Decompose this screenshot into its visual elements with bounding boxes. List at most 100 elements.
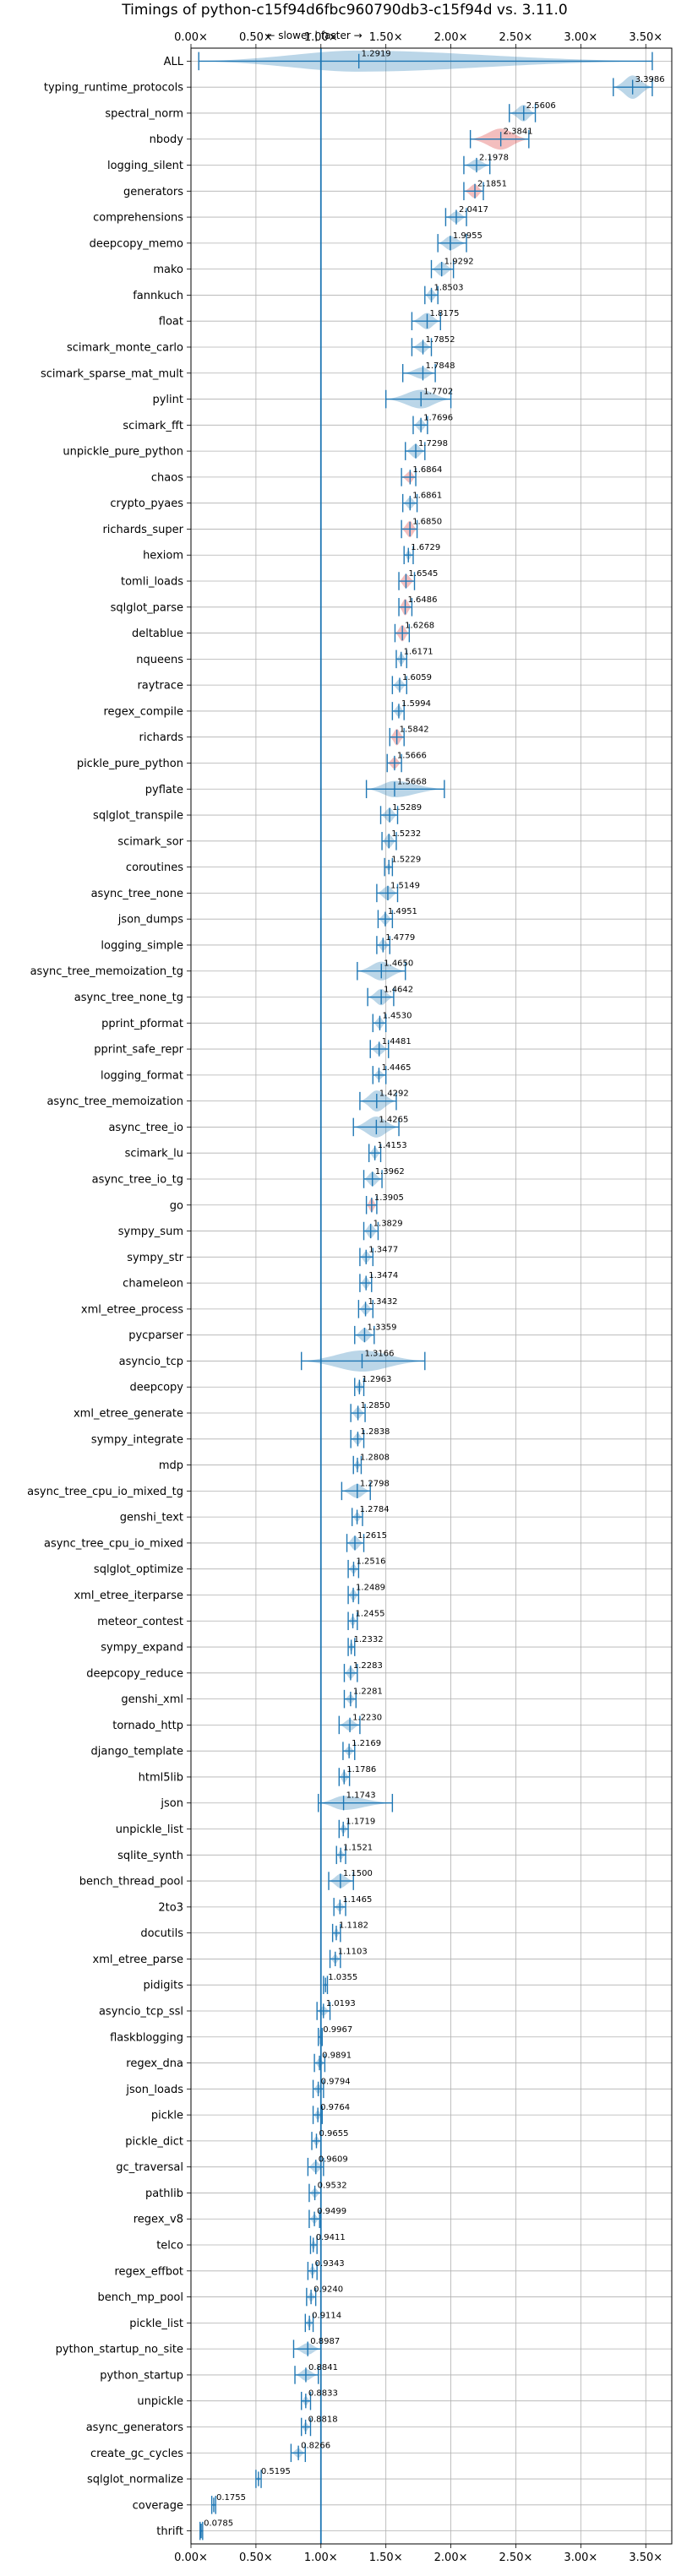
violin-scimark_sparse_mat_mult [401, 363, 436, 383]
category-label-pickle: pickle [151, 2110, 183, 2122]
category-label-asyncio_tcp: asyncio_tcp [119, 1356, 183, 1368]
category-label-tornado_http: tornado_http [112, 1720, 183, 1732]
value-label-tomli_loads: 1.6545 [408, 569, 438, 579]
x-tick-label-bottom-1: 0.50× [239, 2552, 273, 2564]
value-label-asyncio_tcp: 1.3166 [364, 1349, 394, 1358]
category-label-go: go [170, 1199, 183, 1212]
violin-regex_effbot [307, 2262, 318, 2280]
category-label-tomli_loads: tomli_loads [121, 576, 183, 589]
x-axis-ticks: 0.00× 0.00× 0.50× 0.50× 1.00× 1.00× 1.50× 1.50×… [174, 31, 662, 2564]
category-label-async_tree_none: async_tree_none [91, 888, 183, 900]
value-label-richards: 1.5842 [400, 726, 429, 735]
category-label-nqueens: nqueens [136, 654, 183, 666]
violin-scimark_lu [368, 1144, 382, 1162]
violin-tomli_loads [398, 572, 416, 590]
value-label-async_tree_none_tg: 1.4642 [384, 986, 413, 995]
category-label-async_tree_memoization: async_tree_memoization [46, 1095, 183, 1108]
category-label-telco: telco [156, 2240, 183, 2253]
value-label-json_loads: 0.9794 [321, 2077, 351, 2086]
value-label-python_startup: 0.8841 [308, 2363, 338, 2372]
direction-annotation: ← slower | faster → [266, 30, 362, 41]
category-label-chaos: chaos [151, 471, 183, 484]
violin-pickle [312, 2106, 324, 2124]
violin-asyncio_tcp_ssl [316, 2002, 331, 2020]
value-label-async_tree_io: 1.4265 [379, 1115, 408, 1124]
category-label-coroutines: coroutines [126, 861, 183, 874]
violin-flaskblogging [318, 2027, 324, 2046]
violin-pprint_pformat [372, 1014, 387, 1033]
category-label-pyflate: pyflate [145, 784, 183, 796]
value-label-bench_thread_pool: 1.1500 [343, 1869, 373, 1878]
violin-regex_dna [313, 2053, 326, 2073]
value-label-spectral_norm: 2.5606 [526, 101, 556, 111]
value-label-async_tree_io_tg: 1.3962 [375, 1167, 405, 1177]
category-label-thrift: thrift [156, 2525, 183, 2538]
category-label-html5lib: html5lib [139, 1771, 183, 1784]
value-label-sqlglot_parse: 1.6486 [408, 595, 438, 605]
violin-spectral_norm [509, 104, 537, 122]
value-label-xml_etree_process: 1.3432 [368, 1297, 398, 1307]
violin-2to3 [333, 1898, 346, 1916]
violin-hexiom [403, 546, 414, 565]
category-label-logging_silent: logging_silent [107, 160, 183, 172]
category-label-pathlib: pathlib [145, 2187, 183, 2200]
violin-async_tree_cpu_io_mixed_tg [341, 1481, 371, 1501]
value-label-deepcopy_memo: 1.9955 [453, 231, 482, 241]
violin-asyncio_tcp [301, 1350, 426, 1372]
value-label-unpickle_list: 1.1719 [346, 1818, 375, 1827]
category-label-sqlglot_transpile: sqlglot_transpile [93, 810, 183, 823]
x-tick-label-bottom-7: 3.50× [629, 2552, 662, 2564]
category-label-chameleon: chameleon [123, 1278, 183, 1291]
violin-json [318, 1793, 394, 1812]
category-label-logging_format: logging_format [101, 1069, 183, 1082]
value-label-coroutines: 1.5229 [391, 856, 421, 865]
value-labels: 1.2919 3.3986 2.5606 2.3841 2.1978 2.1851 2.04… [204, 49, 665, 2528]
value-label-comprehensions: 2.0417 [459, 205, 488, 215]
value-label-sqlglot_transpile: 1.5289 [392, 803, 422, 812]
value-label-regex_effbot: 0.9343 [315, 2259, 345, 2269]
category-label-typing_runtime_protocols: typing_runtime_protocols [44, 82, 183, 95]
category-label-json: json [160, 1797, 183, 1810]
violin-python_startup [294, 2366, 319, 2384]
violin-coroutines [384, 857, 394, 877]
category-label-xml_etree_process: xml_etree_process [81, 1303, 183, 1316]
violin-async_tree_io [352, 1116, 400, 1138]
value-label-async_generators: 0.8818 [308, 2415, 338, 2424]
violin-fannkuch [424, 285, 439, 305]
x-tick-label-bottom-5: 2.50× [499, 2552, 533, 2564]
category-label-scimark_lu: scimark_lu [125, 1148, 183, 1160]
category-label-scimark_sor: scimark_sor [117, 835, 183, 848]
violin-xml_etree_generate [350, 1404, 366, 1422]
violin-pickle_list [304, 2313, 314, 2333]
violin-pidigits [323, 1975, 329, 1994]
violin-nbody [469, 128, 530, 150]
x-tick-label-top-2: 1.00× [304, 31, 338, 44]
category-label-hexiom: hexiom [143, 550, 183, 562]
value-label-regex_v8: 0.9499 [317, 2207, 346, 2216]
violin-json_loads [312, 2079, 324, 2099]
violin-regex_compile [391, 702, 405, 720]
value-label-asyncio_tcp_ssl: 1.0193 [326, 1999, 356, 2008]
value-label-xml_etree_parse: 1.1103 [338, 1947, 368, 1956]
x-tick-label-bottom-6: 3.00× [564, 2552, 597, 2564]
violin-sqlglot_optimize [347, 1559, 360, 1579]
value-label-pylint: 1.7702 [423, 388, 453, 397]
value-label-pycparser: 1.3359 [367, 1323, 396, 1333]
category-label-gc_traversal: gc_traversal [116, 2161, 183, 2174]
violin-xml_etree_process [357, 1300, 373, 1318]
value-label-typing_runtime_protocols: 3.3986 [635, 75, 665, 84]
value-label-deepcopy_reduce: 1.2283 [353, 1661, 383, 1671]
x-tick-label-bottom-4: 2.00× [434, 2552, 468, 2564]
violin-deepcopy [354, 1378, 365, 1397]
violins [198, 50, 653, 2541]
value-label-json_dumps: 1.4951 [388, 907, 417, 916]
value-label-mako: 1.9292 [444, 258, 474, 267]
violin-comprehensions [444, 208, 467, 226]
violin-generators [463, 182, 484, 201]
value-label-pyflate: 1.5668 [397, 777, 427, 786]
category-label-flaskblogging: flaskblogging [110, 2031, 183, 2044]
value-label-scimark_monte_carlo: 1.7852 [426, 335, 455, 345]
x-tick-label-top-7: 3.50× [629, 31, 662, 44]
value-label-2to3: 1.1465 [342, 1895, 372, 1905]
violin-float [411, 312, 441, 330]
